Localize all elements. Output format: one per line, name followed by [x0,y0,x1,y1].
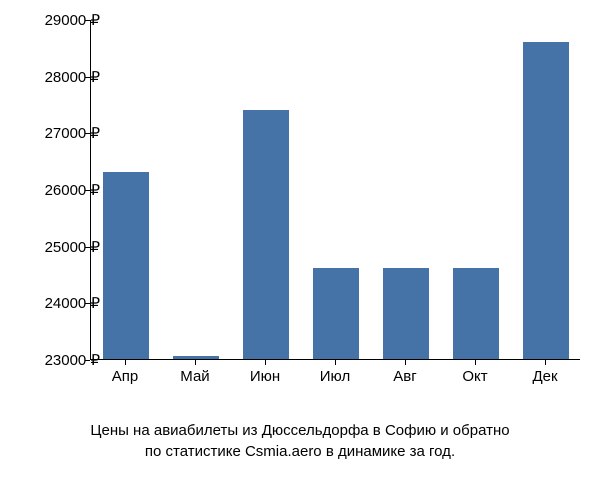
x-axis-label: Апр [112,368,138,385]
caption-line2: по статистике Csmia.aero в динамике за г… [145,443,455,460]
x-axis-label: Июл [320,368,350,385]
x-axis-label: Май [180,368,209,385]
bar [173,356,219,359]
x-axis-label: Дек [532,368,557,385]
bar [523,42,569,359]
y-axis-label: 23000 ₽ [45,351,100,369]
x-tick [335,360,336,365]
y-axis-label: 27000 ₽ [45,124,100,142]
bar [313,268,359,359]
bar [383,268,429,359]
bar [103,172,149,359]
y-axis-label: 24000 ₽ [45,294,100,312]
x-axis-label: Авг [393,368,416,385]
bar [243,110,289,359]
x-tick [125,360,126,365]
chart-container: Апр Май Июн Июл Авг Окт Дек [90,20,580,400]
caption-line1: Цены на авиабилеты из Дюссельдорфа в Соф… [90,422,509,439]
y-axis-label: 26000 ₽ [45,181,100,199]
x-tick [545,360,546,365]
x-axis-label: Июн [250,368,280,385]
x-tick [265,360,266,365]
y-axis-label: 28000 ₽ [45,68,100,86]
bar [453,268,499,359]
y-axis-label: 25000 ₽ [45,238,100,256]
x-tick [405,360,406,365]
plot-area [90,20,580,360]
x-tick [195,360,196,365]
y-axis-label: 29000 ₽ [45,11,100,29]
chart-caption: Цены на авиабилеты из Дюссельдорфа в Соф… [0,420,600,462]
x-tick [475,360,476,365]
x-axis-label: Окт [462,368,487,385]
